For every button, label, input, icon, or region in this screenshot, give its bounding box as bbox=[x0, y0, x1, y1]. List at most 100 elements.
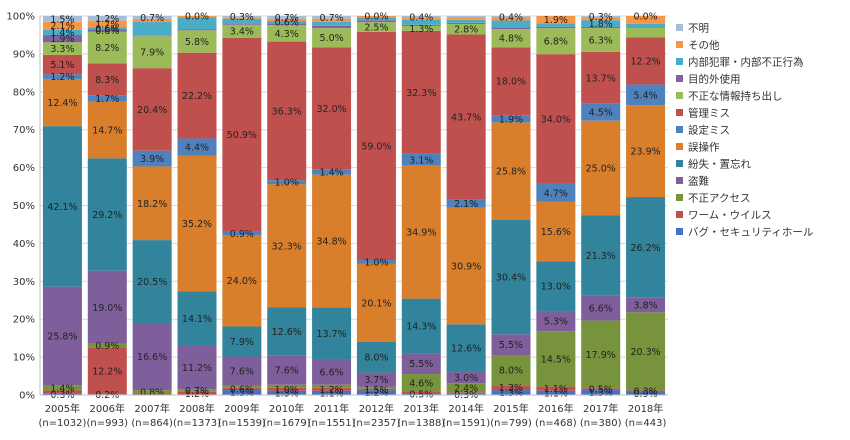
x-tick-label: 2005年 bbox=[45, 402, 80, 415]
data-label: 18.2% bbox=[137, 199, 167, 210]
data-label: 1.2% bbox=[364, 388, 388, 399]
data-label: 20.5% bbox=[137, 277, 167, 288]
x-tick-label: 2012年 bbox=[359, 402, 394, 415]
bar-segment bbox=[536, 26, 576, 29]
data-label: 18.0% bbox=[496, 77, 526, 88]
legend-label: ワーム・ウイルス bbox=[688, 210, 772, 222]
data-label: 7.9% bbox=[140, 48, 164, 59]
bar-segment bbox=[132, 36, 172, 69]
data-label: 25.8% bbox=[47, 331, 77, 342]
x-tick-sublabel: (n=443) bbox=[625, 418, 667, 429]
bar-segment bbox=[132, 166, 172, 241]
data-label: 1.4% bbox=[50, 383, 74, 394]
data-label: 4.5% bbox=[589, 108, 613, 119]
x-tick-sublabel: (n=1032) bbox=[38, 418, 86, 429]
data-label: 2.5% bbox=[364, 23, 388, 34]
data-label: 1.0% bbox=[275, 178, 299, 189]
bar-segment bbox=[626, 391, 666, 395]
x-tick-label: 2009年 bbox=[224, 402, 259, 415]
bar-segment bbox=[356, 16, 396, 18]
bar-segment bbox=[581, 120, 621, 216]
data-label: 5.1% bbox=[50, 60, 74, 71]
legend-label: 紛失・置忘れ bbox=[688, 158, 751, 171]
bar-segment bbox=[401, 24, 441, 26]
bar-segment bbox=[42, 390, 82, 394]
legend-swatch bbox=[676, 177, 683, 184]
legend-label: その他 bbox=[688, 39, 720, 52]
bar-segment bbox=[222, 17, 262, 19]
legend-label: 目的外使用 bbox=[688, 73, 741, 86]
y-tick-label: 90% bbox=[13, 49, 35, 60]
x-tick-label: 2007年 bbox=[134, 402, 169, 415]
bar-segment bbox=[491, 29, 531, 48]
bar-segment bbox=[401, 16, 441, 18]
data-label: 42.1% bbox=[47, 202, 77, 213]
bar-segment bbox=[401, 25, 441, 31]
data-label: 1.0% bbox=[364, 257, 388, 268]
legend-swatch bbox=[676, 109, 683, 116]
data-label: 1.3% bbox=[589, 388, 613, 399]
bar-segment bbox=[267, 355, 307, 385]
bar-segment bbox=[177, 391, 217, 395]
y-tick-label: 100% bbox=[6, 12, 35, 23]
data-label: 2.8% bbox=[454, 25, 478, 36]
bar-segment bbox=[536, 390, 576, 395]
bar-segment bbox=[267, 25, 307, 42]
x-tick-label: 2011年 bbox=[314, 402, 349, 415]
legend-swatch bbox=[676, 211, 683, 218]
legend-label: 誤操作 bbox=[688, 141, 720, 154]
data-label: 16.6% bbox=[137, 352, 167, 363]
bar-segment bbox=[222, 24, 262, 38]
data-label: 0.9% bbox=[634, 389, 658, 400]
bar-segment bbox=[446, 34, 486, 200]
data-label: 14.1% bbox=[182, 314, 212, 325]
bar-segment bbox=[177, 155, 217, 292]
bar-segment bbox=[132, 323, 172, 391]
bar-segment bbox=[446, 371, 486, 384]
data-label: 1.3% bbox=[499, 383, 523, 394]
bar-segment bbox=[491, 385, 531, 391]
bar-segment bbox=[446, 393, 486, 395]
bar-segment bbox=[312, 25, 352, 29]
bar-segment bbox=[42, 42, 82, 55]
bar-segment bbox=[626, 27, 666, 28]
bar-segment bbox=[401, 165, 441, 299]
bar-segment bbox=[267, 20, 307, 24]
data-label: 7.6% bbox=[275, 366, 299, 377]
bar-segment bbox=[401, 298, 441, 354]
bar-segment bbox=[401, 153, 441, 166]
data-label: 1.3% bbox=[409, 24, 433, 35]
legend-swatch bbox=[676, 58, 683, 65]
data-label: 1.3% bbox=[230, 388, 254, 399]
data-label: 15.6% bbox=[541, 227, 571, 238]
bar-segment bbox=[536, 23, 576, 27]
bar-segment bbox=[222, 23, 262, 25]
data-label: 5.5% bbox=[409, 359, 433, 370]
bar-segment bbox=[222, 390, 262, 395]
bar-segment bbox=[222, 235, 262, 327]
data-label: 1.9% bbox=[499, 114, 523, 125]
data-label: 43.7% bbox=[451, 113, 481, 124]
bar-segment bbox=[267, 387, 307, 391]
data-label: 1.2% bbox=[50, 72, 74, 83]
bar-segment bbox=[356, 263, 396, 342]
data-label: 3.8% bbox=[634, 301, 658, 312]
bar-segment bbox=[177, 138, 217, 156]
bar-segment bbox=[401, 353, 441, 375]
data-label: 2.1% bbox=[50, 21, 74, 32]
data-label: 0.4% bbox=[409, 12, 433, 23]
legend-label: バグ・セキュリティホール bbox=[688, 226, 813, 239]
data-label: 32.3% bbox=[272, 241, 302, 252]
bar-segment bbox=[42, 126, 82, 287]
data-label: 0.7% bbox=[275, 13, 299, 24]
bar-segment bbox=[177, 52, 217, 139]
data-label: 7.9% bbox=[230, 337, 254, 348]
bar-segment bbox=[87, 27, 127, 30]
data-label: 24.0% bbox=[227, 276, 257, 287]
bar-segment bbox=[356, 260, 396, 264]
x-tick-label: 2008年 bbox=[179, 402, 214, 415]
legend-swatch bbox=[676, 41, 683, 48]
bar-segment bbox=[626, 105, 666, 198]
data-label: 6.8% bbox=[544, 37, 568, 48]
bar-segment bbox=[42, 286, 82, 386]
